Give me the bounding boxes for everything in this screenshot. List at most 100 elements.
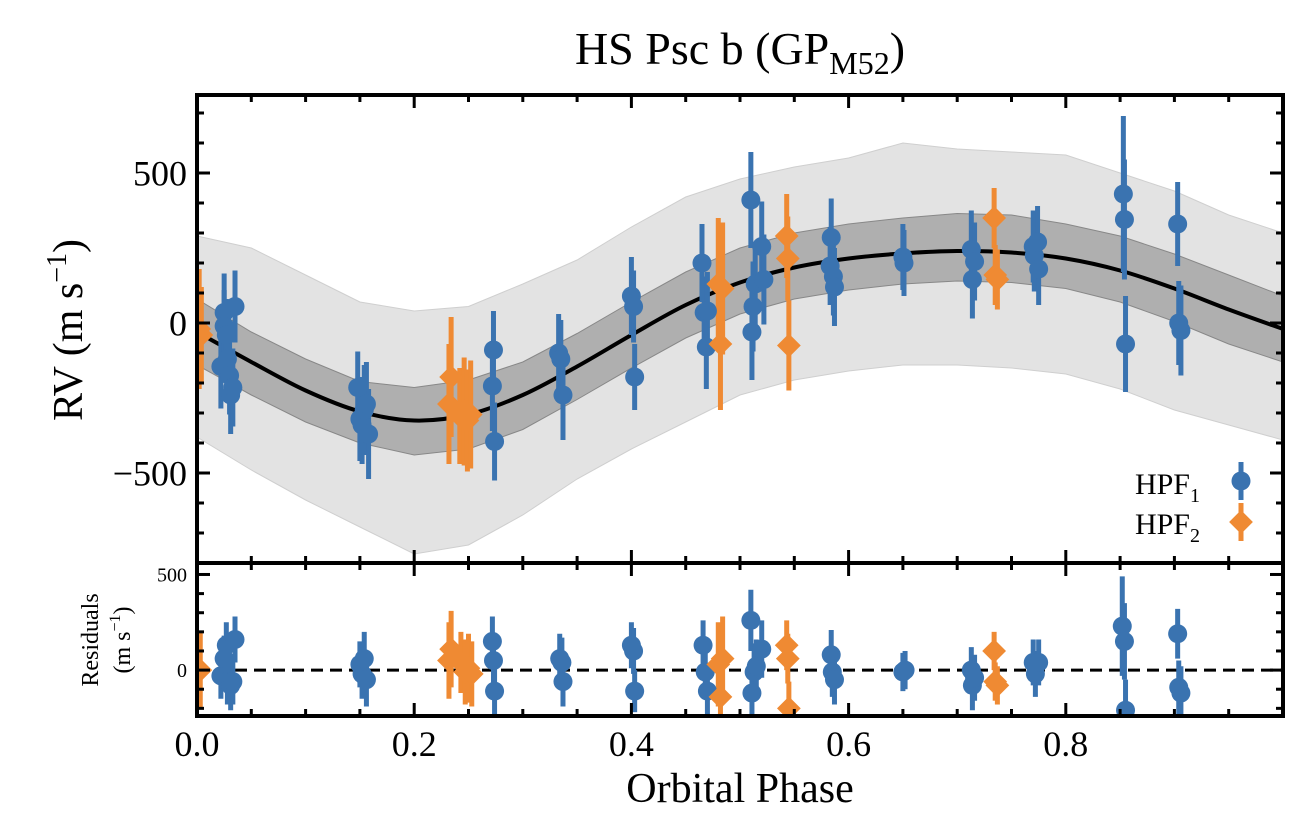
residual-point-hpf1 [1171, 683, 1191, 703]
rv-point-hpf1 [962, 270, 982, 289]
chart-title: HS Psc b (GPM52) [575, 23, 905, 81]
residuals-panel-frame [195, 561, 1285, 718]
rv-point-hpf1 [485, 432, 505, 451]
y-tick-label: 0 [177, 660, 187, 682]
rv-point-hpf1 [1171, 321, 1191, 340]
rv-point-hpf1 [742, 322, 762, 342]
rv-point-hpf1 [752, 237, 772, 256]
rv-point-hpf1 [965, 252, 985, 271]
residual-point-hpf1 [821, 645, 841, 665]
rv-point-hpf1 [754, 270, 774, 289]
residual-point-hpf1 [553, 672, 573, 692]
legend-label-hpf2: HPF2 [1135, 508, 1200, 547]
rv-point-hpf1 [223, 378, 243, 397]
rv-point-hpf1 [551, 349, 571, 369]
residual-point-hpf1 [1114, 631, 1134, 651]
residual-point-hpf1 [824, 670, 844, 690]
rv-point-hpf2 [439, 365, 463, 389]
rv-point-hpf2 [458, 402, 483, 427]
rv-point-hpf1 [217, 349, 237, 369]
rv-point-hpf1 [1029, 259, 1049, 279]
residual-point-hpf1 [354, 649, 374, 669]
rv-point-hpf1 [692, 253, 712, 273]
rv-point-hpf2 [985, 267, 1010, 292]
legend-marker-hpf1 [1231, 462, 1251, 500]
rv-point-hpf1 [359, 424, 379, 444]
residuals-y-axis-label: Residuals [78, 593, 104, 686]
rv-point-hpf1 [741, 190, 761, 210]
rv-point-hpf1 [483, 340, 503, 360]
residual-point-hpf1 [1168, 624, 1188, 644]
residual-point-hpf2 [774, 633, 799, 658]
x-tick-label: 0.6 [826, 724, 871, 764]
title-subscript: M52 [829, 45, 889, 81]
rv-point-hpf2 [775, 246, 800, 271]
x-tick-label: 0.4 [609, 724, 654, 764]
rv-point-hpf1 [821, 228, 841, 247]
rv-y-axis-label: RV (m s−1) [42, 239, 92, 421]
residual-point-hpf1 [225, 630, 245, 649]
residual-point-hpf2 [708, 685, 733, 709]
rv-point-hpf1 [824, 277, 844, 297]
x-tick-label: 0.8 [1043, 724, 1088, 764]
residual-point-hpf2 [985, 673, 1010, 698]
residual-point-hpf1 [552, 652, 572, 672]
residual-point-hpf1 [485, 681, 505, 701]
rv-panel: −500 0 500 RV (m s−1) HPF1 HPF2 [42, 93, 1285, 565]
residual-point-hpf1 [624, 641, 644, 661]
rv-point-hpf1 [1116, 334, 1136, 354]
legend-symbol-hpf2 [1229, 510, 1253, 534]
title-main: HS Psc b (GP [575, 23, 829, 74]
rv-point-hpf1 [1114, 210, 1134, 229]
rv-point-hpf2 [776, 333, 801, 358]
residual-point-hpf1 [483, 651, 503, 671]
model-curve [197, 248, 1283, 423]
title-close: ) [890, 23, 905, 74]
y-tick-label: 500 [157, 564, 187, 586]
rv-point-hpf1 [225, 297, 245, 316]
residual-point-hpf2 [982, 639, 1006, 663]
rv-point-hpf1 [1028, 232, 1048, 252]
rv-point-hpf1 [1113, 184, 1133, 204]
rv-point-hpf1 [482, 376, 502, 396]
rv-point-hpf2 [982, 206, 1006, 230]
rv-point-hpf1 [1168, 214, 1188, 234]
rv-point-hpf1 [553, 385, 573, 405]
rv-point-hpf1 [348, 378, 368, 397]
y-tick-label: −500 [113, 454, 187, 494]
rv-point-hpf1 [697, 301, 717, 321]
rv-point-hpf2 [708, 332, 733, 356]
residual-point-hpf2 [710, 646, 735, 671]
residual-point-hpf1 [752, 639, 772, 659]
rv-point-hpf1 [624, 297, 644, 316]
x-tick-label: 0.0 [175, 724, 220, 764]
rv-point-hpf1 [894, 253, 914, 273]
legend-marker-hpf2 [1229, 503, 1253, 541]
residual-point-hpf2 [775, 646, 800, 671]
rv-point-hpf1 [743, 297, 763, 316]
x-axis-label: Orbital Phase [626, 766, 853, 812]
legend: HPF1 HPF2 [1135, 462, 1253, 547]
residual-point-hpf2 [459, 662, 484, 686]
y-tick-label: 500 [133, 154, 187, 194]
x-tick-label: 0.2 [392, 724, 437, 764]
rv-point-hpf1 [356, 394, 376, 414]
residual-point-hpf1 [746, 656, 766, 676]
residual-point-hpf1 [741, 610, 761, 630]
legend-symbol-hpf1 [1231, 471, 1251, 491]
legend-label-hpf1: HPF1 [1135, 468, 1200, 507]
residual-point-hpf1 [693, 635, 713, 655]
rv-point-hpf1 [625, 367, 645, 387]
rv-point-hpf2 [710, 276, 735, 301]
residuals-y-axis-units: (m s−1) [107, 606, 136, 673]
residual-point-hpf1 [356, 670, 376, 690]
residual-point-hpf1 [1029, 652, 1049, 672]
y-tick-label: 0 [169, 304, 187, 344]
residual-point-hpf1 [482, 631, 502, 651]
residual-point-hpf1 [742, 683, 762, 703]
residual-point-hpf1 [223, 672, 243, 692]
residual-point-hpf1 [965, 668, 985, 688]
residuals-panel: 0.0 0.2 0.4 0.6 0.8 0 500 Residuals (m s−1) Or… [78, 561, 1285, 812]
residual-point-hpf1 [895, 660, 915, 680]
